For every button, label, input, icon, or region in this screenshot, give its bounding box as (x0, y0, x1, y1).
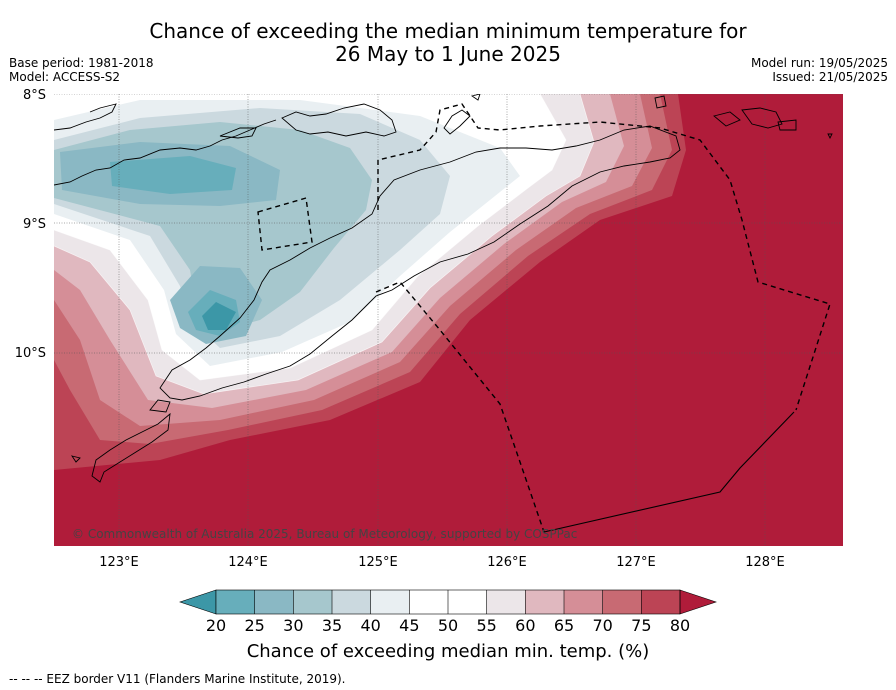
colorbar-segment (254, 590, 294, 614)
eez-timor-leste (377, 103, 831, 411)
map-title: Chance of exceeding the median minimum t… (0, 20, 896, 66)
footer-note: -- -- -- EEZ border V11 (Flanders Marine… (9, 672, 346, 686)
lon-label-127e: 127°E (616, 555, 656, 570)
model-run-text: Model run: 19/05/2025 (750, 56, 888, 70)
lat-label-8s: 8°S (23, 88, 46, 103)
colorbar-label: Chance of exceeding median min. temp. (%… (247, 641, 650, 662)
colorbar-segment (448, 590, 487, 614)
colorbar-tick-label: 75 (631, 616, 651, 635)
coastline-small-2 (827, 133, 833, 140)
copyright-text: © Commonwealth of Australia 2025, Bureau… (72, 527, 577, 541)
colorbar-tick-label: 25 (244, 616, 264, 635)
title-line-2: 26 May to 1 June 2025 (335, 42, 561, 66)
eez-timor-south (375, 281, 545, 533)
coastline-wetar (443, 109, 471, 135)
coastline-romang (654, 95, 667, 109)
colorbar-tick-label: 35 (322, 616, 342, 635)
colorbar-tick-label: 80 (670, 616, 690, 635)
lon-label-124e: 124°E (228, 555, 268, 570)
coastline-moa (777, 119, 797, 131)
colorbar-segment (370, 590, 410, 614)
coastline-rote (91, 412, 171, 483)
contour-lines (54, 94, 595, 395)
coastline-leti (741, 107, 783, 129)
colorbar: 20 25 30 35 40 45 50 55 60 65 70 75 80 (179, 589, 717, 635)
band-20-25 (110, 156, 236, 194)
colorbar-tick-label: 50 (438, 616, 458, 635)
lat-label-9s: 9°S (23, 217, 46, 232)
meta-right: Model run: 19/05/2025 Issued: 21/05/2025 (751, 56, 888, 84)
coastline-flores-north (54, 103, 117, 131)
model-text: Model: ACCESS-S2 (9, 70, 121, 84)
colorbar-segment (641, 590, 680, 614)
colorbar-segment (409, 590, 448, 614)
meta-left: Base period: 1981-2018 Model: ACCESS-S2 (9, 56, 154, 84)
coastline-flores (54, 119, 277, 186)
colorbar-segment (486, 590, 526, 614)
coastline-damer (713, 111, 741, 127)
eez-solid (543, 411, 795, 533)
colorbar-segment (525, 590, 564, 614)
map-panel: © Commonwealth of Australia 2025, Bureau… (54, 94, 843, 546)
lon-label-125e: 125°E (358, 555, 398, 570)
coastline-ndao (70, 455, 81, 463)
base-period-text: Base period: 1981-2018 (9, 56, 154, 70)
coastlines (54, 94, 833, 483)
title-line-1: Chance of exceeding the median minimum t… (149, 19, 747, 43)
colorbar-segment (332, 590, 371, 614)
coastline-semau (149, 399, 171, 413)
colorbar-extend-low (179, 589, 217, 615)
lon-label-123e: 123°E (99, 555, 139, 570)
colorbar-tick-label: 40 (360, 616, 380, 635)
coastline-solor (219, 127, 257, 139)
eez-borders (257, 103, 831, 533)
colorbar-tick-label: 70 (592, 616, 612, 635)
coastline-alor (281, 103, 397, 137)
colorbar-tick-label: 60 (515, 616, 535, 635)
lon-label-128e: 128°E (745, 555, 785, 570)
colorbar-tick-label: 30 (283, 616, 303, 635)
colorbar-tick-label: 20 (206, 616, 226, 635)
colorbar-extend-high (679, 589, 717, 615)
colorbar-segment (564, 590, 603, 614)
issued-text: Issued: 21/05/2025 (772, 70, 888, 84)
colorbar-tick-label: 45 (399, 616, 419, 635)
lon-label-126e: 126°E (487, 555, 527, 570)
colorbar-segment (602, 590, 642, 614)
coastline-timor (159, 125, 681, 401)
coastline-small-1 (470, 94, 481, 101)
eez-oecusse (257, 197, 313, 251)
colorbar-tick-label: 55 (476, 616, 496, 635)
lat-label-10s: 10°S (15, 346, 46, 361)
colorbar-segment (216, 590, 255, 614)
colorbar-segment (293, 590, 332, 614)
band-below-20 (202, 302, 236, 330)
colorbar-tick-label: 65 (554, 616, 574, 635)
